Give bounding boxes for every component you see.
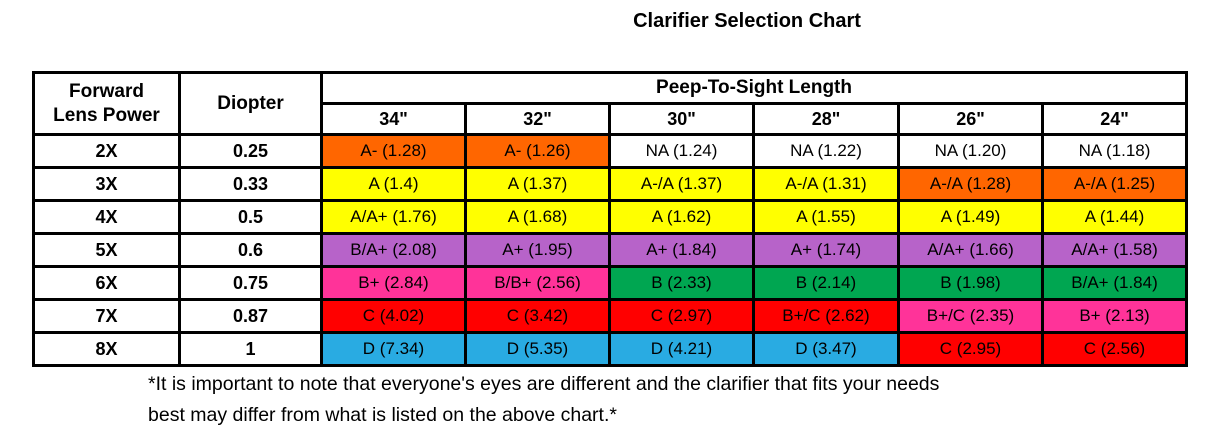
page-title: Clarifier Selection Chart [633, 10, 861, 32]
cell-3X-26in: A-/A (1.28) [897, 166, 1044, 202]
cell-6X-24in: B/A+ (1.84) [1040, 265, 1189, 301]
cell-power-7X: 7X [32, 298, 181, 334]
cell-3X-24in: A-/A (1.25) [1040, 166, 1189, 202]
header-forward-lens-power: Forward Lens Power [32, 71, 181, 136]
cell-2X-34in: A- (1.28) [320, 133, 467, 169]
cell-power-8X: 8X [32, 331, 181, 367]
cell-power-2X: 2X [32, 133, 181, 169]
table-row-4X: 4X 0.5 A/A+ (1.76) A (1.68) A (1.62) A (1.55)… [32, 199, 1189, 235]
cell-7X-30in: C (2.97) [608, 298, 755, 334]
table-row-3X: 3X 0.33 A (1.4) A (1.37) A-/A (1.37) A-/A (1.… [32, 166, 1189, 202]
cell-diopter-6X: 0.75 [178, 265, 323, 301]
cell-6X-26in: B (1.98) [897, 265, 1044, 301]
cell-diopter-4X: 0.5 [178, 199, 323, 235]
cell-3X-30in: A-/A (1.37) [608, 166, 755, 202]
cell-power-3X: 3X [32, 166, 181, 202]
cell-5X-34in: B/A+ (2.08) [320, 232, 467, 268]
cell-power-4X: 4X [32, 199, 181, 235]
cell-2X-28in: NA (1.22) [752, 133, 900, 169]
cell-diopter-8X: 1 [178, 331, 323, 367]
cell-5X-26in: A/A+ (1.66) [897, 232, 1044, 268]
cell-2X-30in: NA (1.24) [608, 133, 755, 169]
header-forward-lens-power-line2: Lens Power [53, 104, 160, 126]
cell-power-5X: 5X [32, 232, 181, 268]
cell-diopter-2X: 0.25 [178, 133, 323, 169]
cell-5X-30in: A+ (1.84) [608, 232, 755, 268]
footnote-line1: *It is important to note that everyone's… [148, 373, 940, 395]
header-peep-to-sight-length: Peep-To-Sight Length [319, 71, 1189, 105]
cell-2X-24in: NA (1.18) [1040, 133, 1189, 169]
cell-7X-32in: C (3.42) [464, 298, 611, 334]
cell-6X-34in: B+ (2.84) [320, 265, 467, 301]
cell-5X-28in: A+ (1.74) [752, 232, 900, 268]
cell-4X-24in: A (1.44) [1040, 199, 1189, 235]
header-length-6: 24" [1040, 102, 1189, 136]
cell-4X-34in: A/A+ (1.76) [320, 199, 467, 235]
cell-4X-30in: A (1.62) [608, 199, 755, 235]
header-length-2: 32" [464, 102, 611, 136]
cell-diopter-7X: 0.87 [178, 298, 323, 334]
table-row-5X: 5X 0.6 B/A+ (2.08) A+ (1.95) A+ (1.84) A+ (1.… [32, 232, 1189, 268]
cell-3X-28in: A-/A (1.31) [752, 166, 900, 202]
header-length-1: 34" [320, 102, 467, 136]
table-row-7X: 7X 0.87 C (4.02) C (3.42) C (2.97) B+/C (2.62… [32, 298, 1189, 334]
cell-8X-28in: D (3.47) [752, 331, 900, 367]
header-length-3: 30" [608, 102, 755, 136]
cell-8X-30in: D (4.21) [608, 331, 755, 367]
cell-diopter-3X: 0.33 [178, 166, 323, 202]
footnote: *It is important to note that everyone's… [148, 369, 939, 431]
cell-8X-34in: D (7.34) [320, 331, 467, 367]
cell-6X-30in: B (2.33) [608, 265, 755, 301]
table-row-8X: 8X 1 D (7.34) D (5.35) D (4.21) D (3.47) C (2.… [32, 331, 1189, 367]
cell-4X-32in: A (1.68) [464, 199, 611, 235]
header-length-5: 26" [897, 102, 1044, 136]
cell-diopter-5X: 0.6 [178, 232, 323, 268]
header-forward-lens-power-line1: Forward [69, 80, 144, 102]
cell-7X-28in: B+/C (2.62) [752, 298, 900, 334]
table-row-2X: 2X 0.25 A- (1.28) A- (1.26) NA (1.24) NA (1.2… [32, 133, 1189, 169]
cell-4X-26in: A (1.49) [897, 199, 1044, 235]
header-diopter: Diopter [178, 71, 323, 136]
cell-7X-24in: B+ (2.13) [1040, 298, 1189, 334]
cell-7X-26in: B+/C (2.35) [897, 298, 1044, 334]
cell-3X-34in: A (1.4) [320, 166, 467, 202]
cell-6X-32in: B/B+ (2.56) [464, 265, 611, 301]
cell-5X-32in: A+ (1.95) [464, 232, 611, 268]
cell-2X-26in: NA (1.20) [897, 133, 1044, 169]
cell-7X-34in: C (4.02) [320, 298, 467, 334]
cell-8X-32in: D (5.35) [464, 331, 611, 367]
cell-3X-32in: A (1.37) [464, 166, 611, 202]
footnote-line2: best may differ from what is listed on t… [148, 404, 617, 427]
cell-4X-28in: A (1.55) [752, 199, 900, 235]
cell-power-6X: 6X [32, 265, 181, 301]
cell-6X-28in: B (2.14) [752, 265, 900, 301]
cell-2X-32in: A- (1.26) [464, 133, 611, 169]
header-length-4: 28" [752, 102, 900, 136]
table-row-6X: 6X 0.75 B+ (2.84) B/B+ (2.56) B (2.33) B (2.1… [32, 265, 1189, 301]
cell-8X-24in: C (2.56) [1040, 331, 1189, 367]
cell-8X-26in: C (2.95) [897, 331, 1044, 367]
clarifier-selection-table: Forward Lens Power Diopter Peep-To-Sight… [32, 71, 1189, 367]
cell-5X-24in: A/A+ (1.58) [1040, 232, 1189, 268]
